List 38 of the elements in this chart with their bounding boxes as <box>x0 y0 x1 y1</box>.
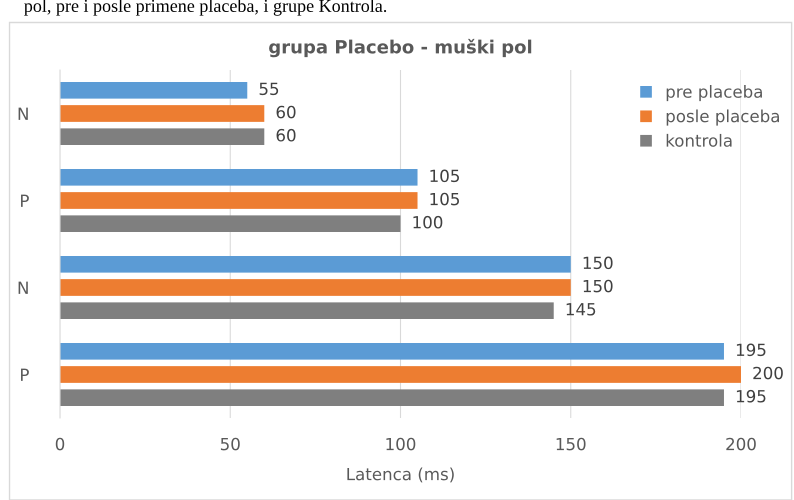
y-tick-label: P <box>21 368 29 381</box>
x-tick-label: 50 <box>220 438 240 450</box>
x-tick-label: 150 <box>556 438 586 450</box>
data-label: 100 <box>413 216 442 229</box>
bar <box>60 342 724 360</box>
data-label: 200 <box>753 366 783 380</box>
data-label: 55 <box>260 82 278 96</box>
bar <box>60 82 248 99</box>
data-label: 150 <box>584 280 613 292</box>
data-label: 195 <box>736 390 766 403</box>
legend-label: posle placeba <box>666 109 779 126</box>
bar <box>60 168 418 186</box>
data-label: 60 <box>276 128 296 142</box>
legend-label: kontrola <box>666 134 732 147</box>
bar <box>60 192 418 209</box>
bar <box>60 128 264 146</box>
bar <box>60 302 554 320</box>
data-label: 60 <box>276 106 296 118</box>
x-tick-label: 100 <box>386 438 416 450</box>
data-label: 105 <box>430 192 459 206</box>
bar <box>60 215 400 232</box>
x-tick-label: 200 <box>726 438 756 450</box>
data-label: 105 <box>430 170 459 182</box>
data-label: 150 <box>584 256 613 270</box>
bar <box>60 256 571 273</box>
legend-label: pre placeba <box>666 85 762 102</box>
chart-title: grupa Placebo - muški pol <box>269 38 532 58</box>
bar <box>60 279 571 296</box>
bar <box>60 105 264 122</box>
y-tick-label: P <box>21 194 29 207</box>
data-label: 195 <box>736 344 766 356</box>
bar <box>60 389 724 406</box>
x-axis-title: Latenca (ms) <box>347 467 454 482</box>
data-label: 145 <box>566 303 596 316</box>
x-tick-label: 0 <box>56 438 64 450</box>
y-tick-label: N <box>18 108 28 120</box>
bar <box>60 366 741 383</box>
y-tick-label: N <box>18 282 28 294</box>
